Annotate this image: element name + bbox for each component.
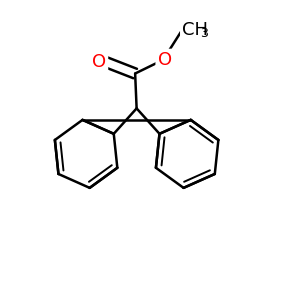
Text: O: O bbox=[92, 52, 106, 70]
Text: O: O bbox=[158, 51, 172, 69]
Text: CH: CH bbox=[182, 21, 208, 39]
Text: 3: 3 bbox=[200, 27, 208, 40]
